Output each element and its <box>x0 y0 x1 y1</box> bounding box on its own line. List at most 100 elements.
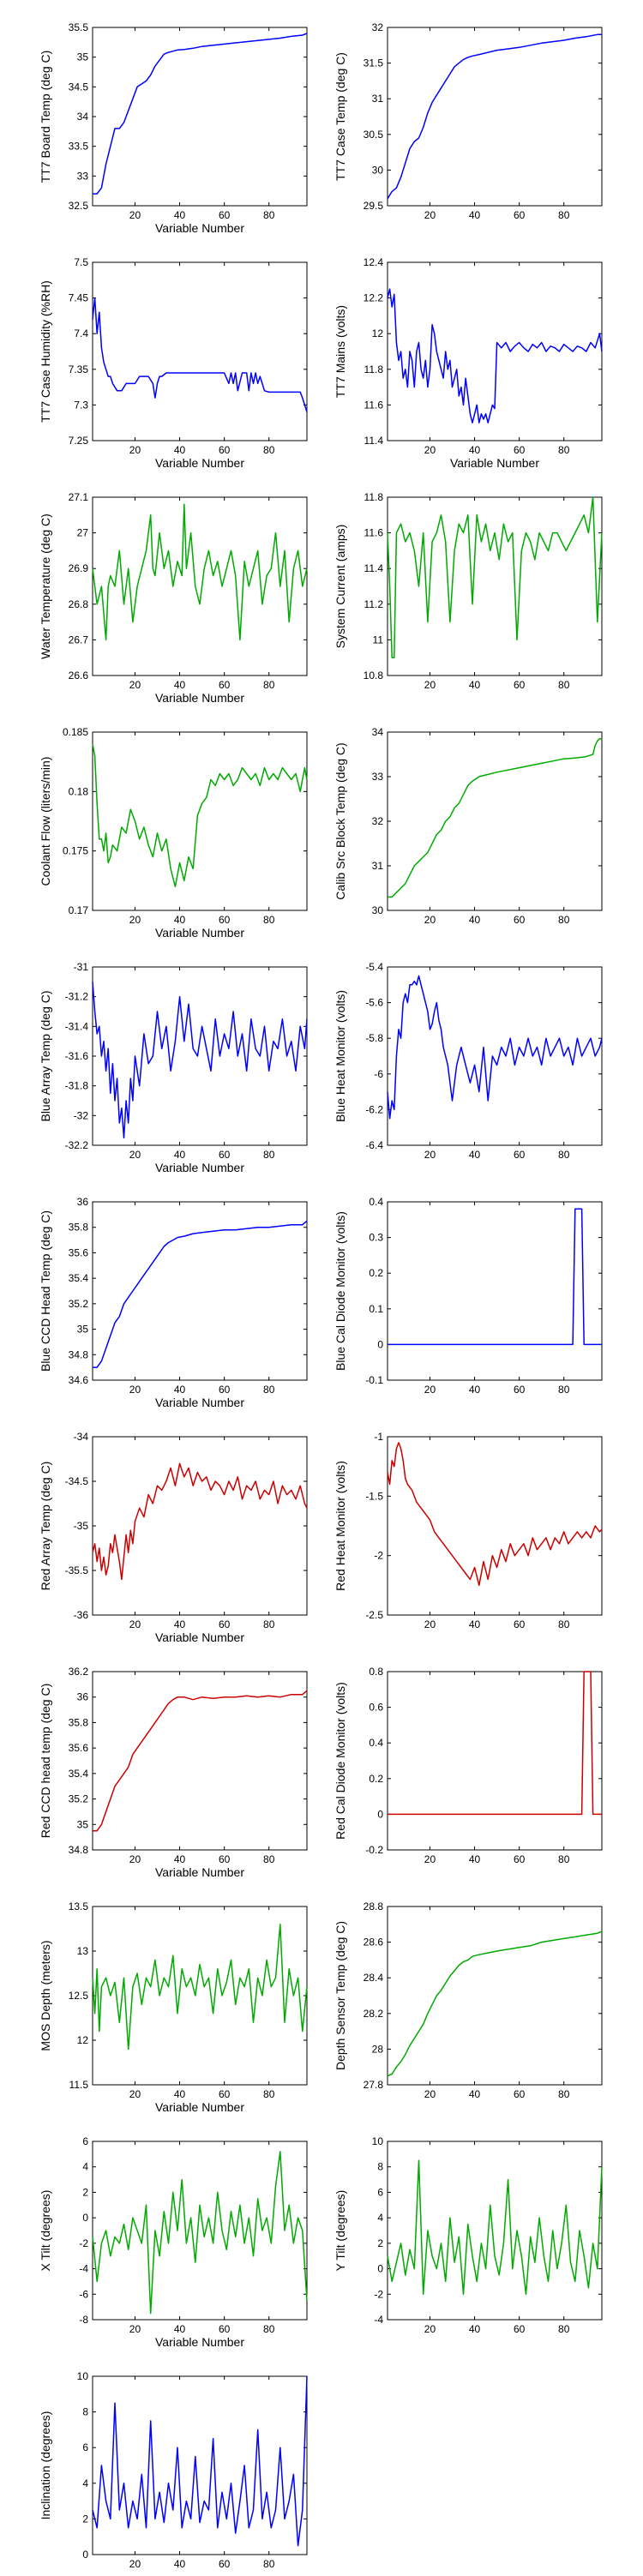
plot-frame <box>92 2141 308 2321</box>
y-tick-label: -0.2 <box>365 1844 383 1856</box>
x-tick-label: 40 <box>469 444 481 456</box>
chart-5: 26.6 26.7 26.8 26.9 27 27.1 20 40 60 80 Variable N… <box>39 491 308 705</box>
y-tick-label: -4 <box>79 2263 88 2275</box>
x-tick-label: 60 <box>219 1384 231 1396</box>
y-tick-label: 2 <box>377 2237 383 2249</box>
y-tick-label: 27.8 <box>364 2079 384 2091</box>
x-axis-label: Variable Number <box>155 2335 244 2349</box>
x-tick-label: 20 <box>129 2088 141 2100</box>
x-tick-label: 60 <box>514 1384 526 1396</box>
y-tick-label: 12.2 <box>364 292 384 304</box>
x-axis-label: Variable Number <box>155 1161 244 1174</box>
series-line <box>93 33 308 195</box>
series-line <box>92 297 308 412</box>
x-tick-label: 20 <box>424 1853 436 1865</box>
chart-13: -36 -35.5 -35 -34.5 -34 20 40 60 80 Variable Numb… <box>39 1431 308 1644</box>
x-axis-label: Variable Number <box>155 2100 244 2114</box>
y-tick-label: 0.2 <box>369 1773 383 1785</box>
series-line <box>92 503 308 641</box>
x-tick-label: 80 <box>558 679 570 691</box>
y-axis-label: Coolant Flow (liters/min) <box>39 757 52 886</box>
x-tick-label: 40 <box>174 679 186 691</box>
series-line <box>92 2151 308 2315</box>
x-tick-label: 20 <box>129 1149 141 1161</box>
y-tick-label: 35.6 <box>69 1246 89 1258</box>
y-tick-label: 31.5 <box>364 57 384 69</box>
y-tick-label: 7.3 <box>74 399 88 411</box>
x-tick-label: 60 <box>219 1149 231 1161</box>
x-tick-label: 20 <box>424 1384 436 1396</box>
y-tick-label: 13.5 <box>69 1900 89 1912</box>
y-tick-label: 11.8 <box>364 363 384 375</box>
y-tick-label: -31.8 <box>65 1080 89 1092</box>
y-tick-label: 30 <box>372 904 384 916</box>
y-tick-label: 33 <box>77 170 89 182</box>
plot-frame <box>92 496 308 676</box>
series-line <box>388 1208 602 1346</box>
x-tick-label: 20 <box>424 1149 436 1161</box>
y-tick-label: 0.4 <box>369 1196 383 1208</box>
x-tick-label: 60 <box>514 1149 526 1161</box>
x-tick-label: 20 <box>129 1618 141 1630</box>
y-tick-label: -5.4 <box>365 961 383 973</box>
y-axis-label: TT7 Case Temp (deg C) <box>334 52 347 181</box>
chart-3: 7.25 7.3 7.35 7.4 7.45 7.5 20 40 60 80 Variable Nu… <box>39 256 308 470</box>
y-tick-label: 35.8 <box>69 1716 89 1728</box>
y-axis-label: MOS Depth (meters) <box>39 1940 52 2051</box>
x-tick-label: 20 <box>424 2088 436 2100</box>
plot-frame <box>387 1671 603 1851</box>
y-tick-label: 0.4 <box>369 1737 383 1749</box>
y-tick-label: 10 <box>77 2370 89 2382</box>
y-tick-label: 30 <box>372 164 384 176</box>
y-tick-label: 6 <box>82 2441 88 2453</box>
y-tick-label: 7.4 <box>74 327 88 339</box>
series-line <box>387 975 603 1120</box>
y-tick-label: 34.8 <box>69 1348 89 1360</box>
y-tick-label: 34.6 <box>69 1374 89 1386</box>
plot-frame <box>387 1201 603 1381</box>
plot-frame <box>92 1906 308 2086</box>
x-tick-label: 20 <box>424 914 436 926</box>
x-tick-label: 20 <box>129 444 141 456</box>
y-tick-label: -2 <box>374 2288 383 2300</box>
y-tick-label: 29.5 <box>364 200 384 212</box>
y-tick-label: 8 <box>82 2406 88 2418</box>
x-axis-label: Variable Number <box>155 926 244 940</box>
chart-12: -0.1 0 0.1 0.2 0.3 0.4 20 40 60 80 Blue Cal Diode … <box>334 1196 603 1396</box>
y-tick-label: -0.1 <box>365 1374 383 1386</box>
x-tick-label: 60 <box>514 2088 526 2100</box>
chart-17: 11.5 12 12.5 13 13.5 20 40 60 80 Variable Number M… <box>39 1900 308 2114</box>
x-tick-label: 40 <box>174 1618 186 1630</box>
y-tick-label: 28.8 <box>364 1900 384 1912</box>
x-axis-label: Variable Number <box>155 1630 244 1644</box>
y-tick-label: 13 <box>77 1945 89 1957</box>
y-tick-label: -2 <box>374 1550 383 1562</box>
plot-frame <box>387 1436 603 1616</box>
y-tick-label: -8 <box>79 2314 88 2326</box>
x-tick-label: 60 <box>514 209 526 221</box>
series-line <box>387 288 603 423</box>
y-axis-label: System Current (amps) <box>334 525 347 649</box>
x-tick-label: 20 <box>129 2558 141 2570</box>
y-tick-label: 11.6 <box>364 527 384 539</box>
y-tick-label: -35 <box>74 1520 89 1532</box>
y-tick-label: 34.5 <box>69 81 89 93</box>
chart-8: 30 31 32 33 34 20 40 60 80 Calib Src Block Temp (… <box>334 726 603 926</box>
series-line <box>388 1671 602 1816</box>
y-tick-label: 7.25 <box>69 435 89 447</box>
y-tick-label: 28.6 <box>364 1937 384 1949</box>
y-tick-label: 0 <box>82 2212 88 2224</box>
x-tick-label: 40 <box>469 679 481 691</box>
x-tick-label: 20 <box>424 444 436 456</box>
y-tick-label: 35 <box>77 1324 89 1336</box>
y-tick-label: 27 <box>77 527 89 539</box>
x-tick-label: 80 <box>558 1853 570 1865</box>
y-tick-label: -5.6 <box>365 997 383 1009</box>
y-tick-label: 28.2 <box>364 2008 384 2020</box>
y-tick-label: -31.4 <box>65 1020 89 1032</box>
plot-frame <box>387 261 603 441</box>
y-tick-label: 0 <box>377 1808 383 1820</box>
x-tick-label: 60 <box>219 1618 231 1630</box>
